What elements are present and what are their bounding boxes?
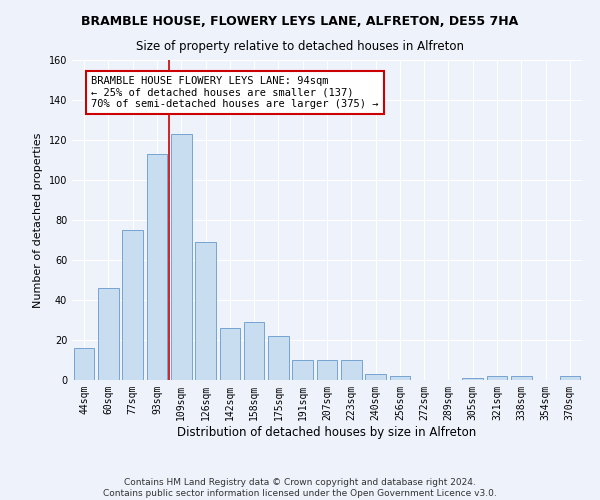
Bar: [317, 360, 337, 380]
Bar: [487, 376, 508, 380]
Bar: [220, 328, 240, 380]
Bar: [171, 134, 191, 380]
Bar: [292, 360, 313, 380]
Bar: [389, 376, 410, 380]
Bar: [146, 154, 167, 380]
Text: BRAMBLE HOUSE FLOWERY LEYS LANE: 94sqm
← 25% of detached houses are smaller (137: BRAMBLE HOUSE FLOWERY LEYS LANE: 94sqm ←…: [91, 76, 379, 109]
X-axis label: Distribution of detached houses by size in Alfreton: Distribution of detached houses by size …: [178, 426, 476, 438]
Text: BRAMBLE HOUSE, FLOWERY LEYS LANE, ALFRETON, DE55 7HA: BRAMBLE HOUSE, FLOWERY LEYS LANE, ALFRET…: [82, 15, 518, 28]
Text: Size of property relative to detached houses in Alfreton: Size of property relative to detached ho…: [136, 40, 464, 53]
Bar: [511, 376, 532, 380]
Bar: [244, 322, 265, 380]
Bar: [98, 288, 119, 380]
Bar: [195, 242, 216, 380]
Bar: [74, 348, 94, 380]
Bar: [463, 378, 483, 380]
Y-axis label: Number of detached properties: Number of detached properties: [33, 132, 43, 308]
Bar: [268, 336, 289, 380]
Text: Contains HM Land Registry data © Crown copyright and database right 2024.
Contai: Contains HM Land Registry data © Crown c…: [103, 478, 497, 498]
Bar: [122, 230, 143, 380]
Bar: [365, 374, 386, 380]
Bar: [341, 360, 362, 380]
Bar: [560, 376, 580, 380]
